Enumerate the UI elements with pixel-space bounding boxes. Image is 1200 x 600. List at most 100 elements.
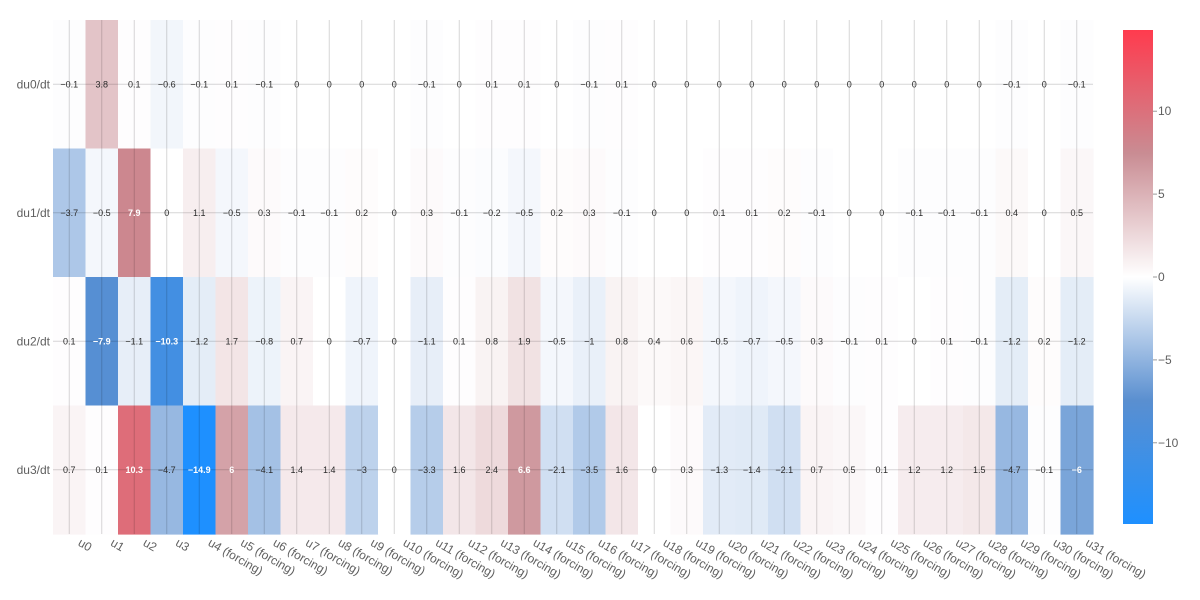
- cell-value-label: −0.1: [938, 208, 956, 218]
- cell-value-label: −0.1: [190, 79, 208, 89]
- y-axis: du0/dt du1/dt du2/dt du3/dt: [17, 77, 51, 477]
- cell-value-label: 0.3: [258, 208, 271, 218]
- heatmap-cell: [508, 277, 542, 407]
- heatmap-cell: [1028, 148, 1062, 278]
- heatmap-cell: [118, 277, 152, 407]
- heatmap-cell: [865, 148, 899, 278]
- cell-value-label: 0: [782, 79, 787, 89]
- cell-value-label: −1.4: [743, 465, 761, 475]
- y-tick-label: du0/dt: [17, 77, 51, 91]
- heatmap-cell: [540, 20, 574, 150]
- heatmap-cell: [703, 148, 737, 278]
- cell-value-label: −0.1: [450, 208, 468, 218]
- cell-value-label: 1.1: [193, 208, 206, 218]
- heatmap-cell: [735, 277, 769, 407]
- heatmap-cell: [118, 405, 152, 535]
- heatmap-cell: [183, 20, 217, 150]
- cell-value-label: −0.8: [255, 336, 273, 346]
- cell-value-label: 0.1: [63, 336, 76, 346]
- heatmap-cell: [118, 20, 152, 150]
- heatmap-cell: [605, 405, 639, 535]
- heatmap-cell: [53, 20, 87, 150]
- cell-value-label: −4.7: [158, 465, 176, 475]
- cell-value-label: 6: [229, 465, 234, 475]
- cell-value-label: 0: [879, 208, 884, 218]
- cell-value-label: 0.1: [485, 79, 498, 89]
- cell-value-label: 0: [652, 79, 657, 89]
- heatmap-cell: [833, 20, 867, 150]
- x-axis: u0 u1 u2 u3 u4 (forcing)u5 (forcing)u6 (forc…: [76, 535, 1149, 581]
- cell-value-label: 0.1: [713, 208, 726, 218]
- x-tick-label: u2: [141, 535, 160, 554]
- heatmap-cell: [475, 405, 509, 535]
- cell-value-label: 0.1: [615, 79, 628, 89]
- heatmap-cell: [378, 405, 412, 535]
- heatmap-cell: [508, 148, 542, 278]
- cell-value-label: 0.1: [875, 336, 888, 346]
- cell-value-label: −4.1: [255, 465, 273, 475]
- cell-value-label: −3.3: [418, 465, 436, 475]
- cell-value-label: 0: [847, 79, 852, 89]
- colorbar-tick-label: 5: [1158, 187, 1165, 201]
- heatmap-cell: [833, 148, 867, 278]
- heatmap-cell: [150, 405, 184, 535]
- heatmap-cell: [638, 148, 672, 278]
- heatmap-cell: [85, 20, 119, 150]
- cell-value-label: −7.9: [93, 336, 111, 346]
- heatmap-cell: [670, 405, 704, 535]
- cell-value-label: 0.5: [843, 465, 856, 475]
- cell-value-label: 0: [1042, 79, 1047, 89]
- heatmap-cell: [605, 148, 639, 278]
- cell-value-label: −0.1: [808, 208, 826, 218]
- cell-value-label: 0: [717, 79, 722, 89]
- heatmap-cell: [280, 20, 314, 150]
- cell-value-label: 0.5: [1070, 208, 1083, 218]
- colorbar-tick-label: 0: [1158, 270, 1165, 284]
- heatmap-cell: [573, 277, 607, 407]
- cell-value-label: −1: [584, 336, 594, 346]
- heatmap-cell: [1060, 277, 1094, 407]
- cell-value-label: −0.5: [710, 336, 728, 346]
- cell-value-label: 0: [392, 208, 397, 218]
- cell-value-label: 0: [912, 79, 917, 89]
- cell-value-label: 0: [359, 79, 364, 89]
- heatmap-cell: [963, 20, 997, 150]
- heatmap-cell: [670, 148, 704, 278]
- cell-value-label: 0: [652, 208, 657, 218]
- cell-value-label: 0: [457, 79, 462, 89]
- cell-value-label: 0.1: [745, 208, 758, 218]
- cell-value-label: 1.6: [453, 465, 466, 475]
- heatmap-cell: [865, 277, 899, 407]
- heatmap-cell: [898, 20, 932, 150]
- colorbar-gradient: [1123, 30, 1153, 524]
- heatmap-cell: [800, 148, 834, 278]
- heatmap-cell: [475, 277, 509, 407]
- cell-value-label: 0.3: [810, 336, 823, 346]
- cell-value-label: −0.1: [1068, 79, 1086, 89]
- cell-value-label: −0.7: [743, 336, 761, 346]
- cell-value-label: 0: [392, 336, 397, 346]
- heatmap-cell: [85, 405, 119, 535]
- heatmap-cell: [573, 20, 607, 150]
- cell-value-label: 1.4: [323, 465, 336, 475]
- y-tick-label: du3/dt: [17, 463, 51, 477]
- cell-value-label: −3: [357, 465, 367, 475]
- cell-value-label: 0: [847, 208, 852, 218]
- cell-value-label: 0.8: [615, 336, 628, 346]
- cell-value-label: −0.6: [158, 79, 176, 89]
- heatmap-cell: [345, 148, 379, 278]
- colorbar-tick-label: −5: [1158, 353, 1172, 367]
- cell-value-label: 0.2: [355, 208, 368, 218]
- cell-value-label: 0.3: [680, 465, 693, 475]
- heatmap-cell: [1028, 405, 1062, 535]
- cell-value-label: −0.5: [93, 208, 111, 218]
- cell-value-label: −2.1: [548, 465, 566, 475]
- cell-value-label: 1.6: [615, 465, 628, 475]
- heatmap-cell: [865, 20, 899, 150]
- cell-value-label: −4.7: [1003, 465, 1021, 475]
- cell-value-label: 0: [294, 79, 299, 89]
- cell-value-label: 7.9: [128, 208, 141, 218]
- cell-value-label: −0.1: [60, 79, 78, 89]
- cell-value-label: 0.1: [940, 336, 953, 346]
- heatmap-cell: [703, 405, 737, 535]
